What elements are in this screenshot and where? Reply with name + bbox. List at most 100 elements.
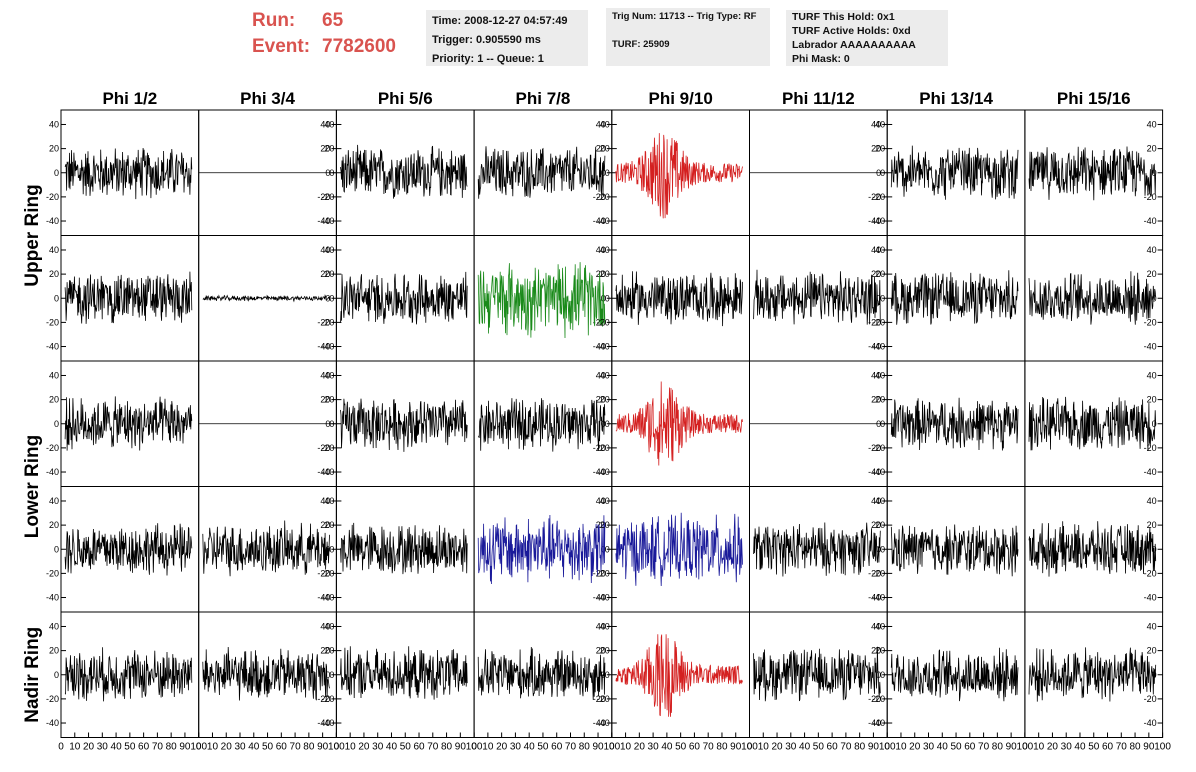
y-tick-label: -20	[597, 317, 610, 327]
event-value: 7782600	[322, 36, 396, 57]
waveform-trace	[615, 512, 743, 587]
x-tick-label: 0	[334, 742, 340, 753]
column-header: Phi 11/12	[782, 89, 855, 108]
waveform-panel: -40 -20 0 20 40	[473, 360, 613, 487]
y-tick-label: 0	[880, 168, 885, 178]
waveform-panel: -40 -20 0 20 40	[198, 360, 337, 487]
y-tick-label: 20	[871, 520, 881, 530]
column-header: Phi 1/2	[102, 89, 157, 108]
y-tick-label: -20	[321, 443, 334, 453]
ring-label: Nadir Ring	[22, 627, 43, 723]
x-tick-label: 50	[813, 742, 825, 753]
waveform-trace	[753, 522, 881, 577]
y-tick-label: -20	[868, 568, 881, 578]
y-tick-label: 0	[54, 419, 59, 429]
waveform-panel: -40 -20 0 20 40	[1024, 360, 1164, 487]
waveform-trace	[477, 514, 606, 585]
y-tick-label: -20	[597, 443, 610, 453]
y-tick-label: -40	[46, 216, 59, 226]
waveform-trace	[890, 145, 1019, 200]
y-tick-label: 0	[54, 293, 59, 303]
waveform-panel: -40 -20 0 20 40	[321, 235, 475, 362]
x-tick-label: 50	[675, 742, 687, 753]
x-tick-label: 40	[111, 742, 123, 753]
x-tick-label: 10	[69, 742, 81, 753]
ring-label: Lower Ring	[22, 435, 43, 538]
y-tick-label: -40	[46, 467, 59, 477]
y-tick-label: 20	[49, 520, 59, 530]
waveform-panel: -40 -20 0 20 40	[597, 486, 750, 613]
y-tick-label: 20	[320, 144, 330, 154]
waveform-trace	[64, 396, 193, 451]
waveform-grid: Phi 1/2 Phi 3/4 Phi 5/6 Phi 7/8 Phi 9/10 Phi …	[22, 89, 1171, 753]
x-tick-label: 80	[1129, 742, 1141, 753]
x-tick-label: 0	[471, 742, 477, 753]
y-tick-label: 0	[329, 670, 334, 680]
y-tick-label: -20	[46, 443, 59, 453]
x-tick-label: 0	[58, 742, 64, 753]
y-tick-label: 20	[1147, 269, 1157, 279]
waveform-panel: -40 -20 0 20 40	[597, 360, 750, 487]
y-tick-label: 40	[875, 245, 885, 255]
turf-this-hold-text: TURF This Hold: 0x1	[792, 11, 895, 23]
y-tick-label: -40	[1144, 467, 1157, 477]
y-tick-label: 40	[600, 245, 610, 255]
waveform-panel: -40 -20 0 20 40	[46, 235, 200, 362]
x-tick-label: 30	[923, 742, 935, 753]
waveform-panel: -40 -20 0 20 40	[198, 235, 337, 362]
y-tick-label: -20	[597, 694, 610, 704]
x-tick-label: 20	[771, 742, 783, 753]
waveform-trace	[1028, 146, 1157, 201]
waveform-trace	[340, 646, 468, 700]
y-tick-label: 40	[324, 621, 334, 631]
x-tick-label: 70	[427, 742, 439, 753]
x-tick-label: 40	[386, 742, 398, 753]
y-tick-label: 20	[600, 520, 610, 530]
y-tick-label: 20	[600, 395, 610, 405]
x-tick-label: 10	[620, 742, 632, 753]
waveform-panel: -40 -20 0 20 40	[1024, 109, 1164, 236]
y-tick-label: -20	[321, 317, 334, 327]
waveform-trace	[477, 146, 606, 199]
waveform-trace	[478, 398, 606, 452]
y-tick-label: 0	[601, 419, 606, 429]
waveform-panel: -40 -20 0 20 40	[46, 486, 200, 613]
x-tick-label: 100	[879, 742, 896, 753]
x-tick-label: 80	[854, 742, 866, 753]
waveform-trace	[890, 397, 1019, 451]
y-tick-label: 20	[1147, 395, 1157, 405]
waveform-panel: -40 -20 0 20 40	[872, 109, 1026, 236]
x-tick-label: 60	[276, 742, 288, 753]
column-header: Phi 7/8	[516, 89, 571, 108]
y-tick-label: -40	[872, 342, 885, 352]
x-tick-label: 70	[840, 742, 852, 753]
y-tick-label: -40	[872, 467, 885, 477]
y-tick-label: 40	[49, 496, 59, 506]
y-tick-label: 40	[320, 119, 330, 129]
waveform-panel: -40 -20 0 20 40	[198, 109, 337, 236]
x-tick-label: 20	[909, 742, 921, 753]
y-tick-label: 40	[596, 245, 606, 255]
y-tick-label: 20	[49, 395, 59, 405]
y-tick-label: 40	[320, 621, 330, 631]
waveform-trace	[1028, 396, 1157, 451]
y-tick-label: 0	[605, 293, 610, 303]
x-tick-label: 100	[1017, 742, 1034, 753]
y-tick-label: 40	[600, 621, 610, 631]
turf-info-box: TURF This Hold: 0x1 TURF Active Holds: 0…	[786, 10, 948, 66]
waveform-panel: -40 -20 0 20 40	[473, 235, 613, 362]
x-tick-label: 50	[537, 742, 549, 753]
y-tick-label: -20	[317, 694, 330, 704]
y-tick-label: -40	[317, 718, 330, 728]
column-header: Phi 9/10	[649, 89, 713, 108]
x-tick-label: 0	[1022, 742, 1028, 753]
waveform-trace	[753, 646, 881, 702]
x-tick-label: 30	[372, 742, 384, 753]
x-tick-label: 90	[868, 742, 880, 753]
x-tick-label: 70	[565, 742, 577, 753]
priority-text: Priority: 1 -- Queue: 1	[432, 53, 544, 65]
y-tick-label: 20	[600, 269, 610, 279]
waveform-trace	[340, 522, 468, 575]
